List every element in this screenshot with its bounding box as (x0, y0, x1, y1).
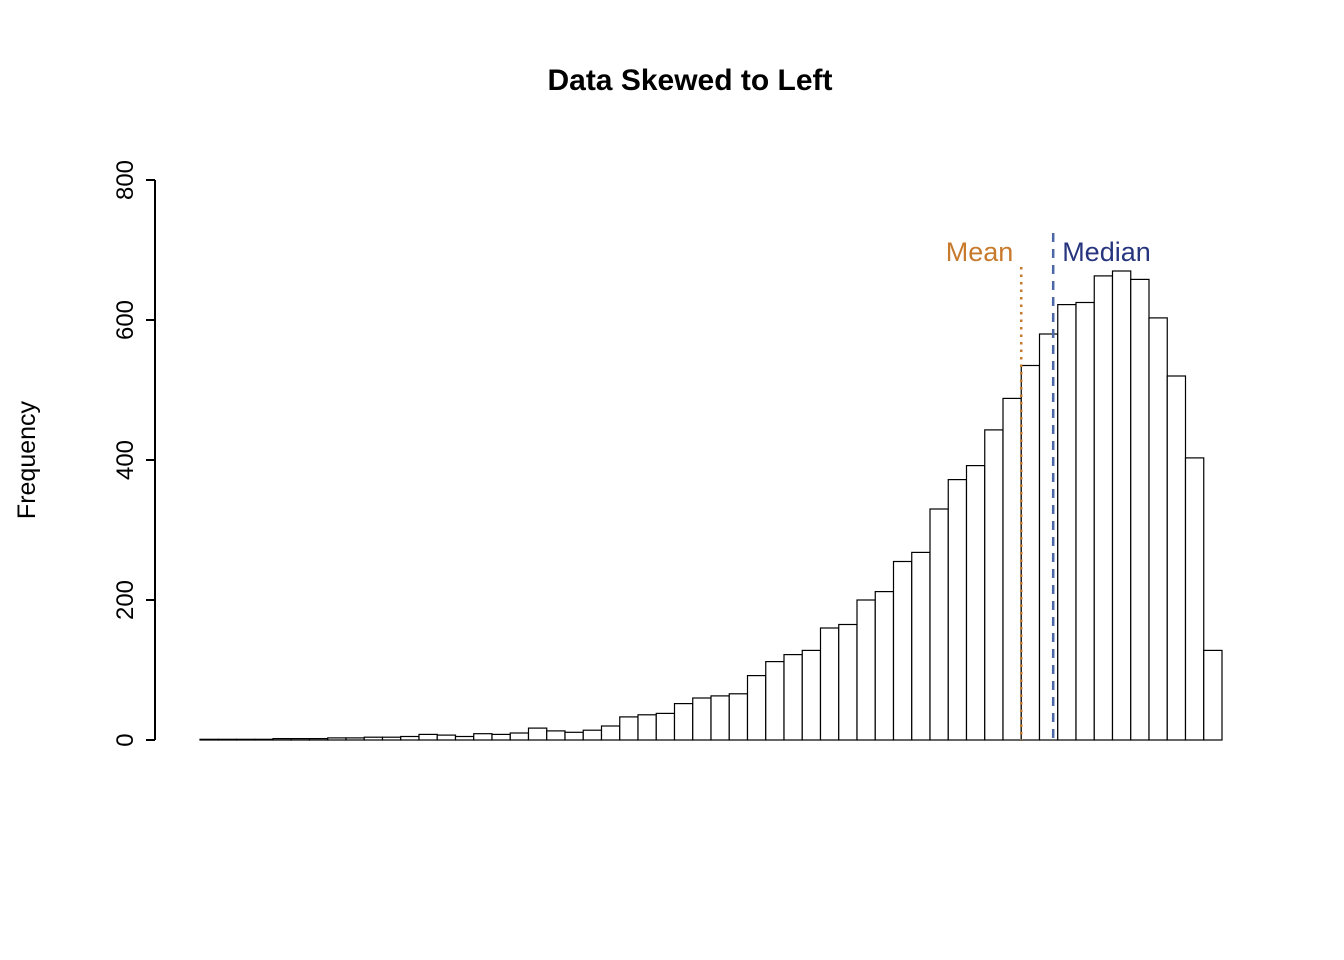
histogram-bar (965, 465, 986, 741)
histogram-bar (400, 735, 420, 741)
histogram-bar (619, 716, 639, 741)
histogram-bar (856, 599, 876, 741)
histogram-bars (199, 270, 1223, 741)
histogram-bar (235, 738, 256, 741)
histogram-bar (838, 623, 858, 741)
histogram-bar (874, 590, 895, 741)
histogram-bar (1148, 317, 1168, 741)
histogram-bar (345, 737, 365, 741)
histogram-bar (509, 732, 530, 741)
y-axis: 0 200 400 600 800 (112, 160, 156, 747)
histogram-bar (911, 551, 931, 741)
histogram-bar (765, 660, 785, 741)
histogram-bar (564, 731, 584, 741)
histogram-bar (728, 693, 749, 741)
histogram-bar (1130, 278, 1150, 741)
histogram-bar (1184, 457, 1205, 741)
histogram-bar (947, 479, 968, 741)
histogram-bar (473, 733, 493, 741)
mean-label: Mean (946, 237, 1014, 267)
histogram-bar (436, 734, 457, 741)
histogram-bar (217, 738, 238, 741)
histogram-bar (582, 729, 603, 741)
histogram-bar (418, 733, 438, 741)
histogram-bar (527, 727, 548, 741)
histogram-bar (783, 653, 803, 741)
histogram-bar (673, 702, 694, 741)
y-tick-label: 600 (112, 300, 139, 340)
histogram-bar (1038, 333, 1059, 741)
histogram-bar (1002, 397, 1022, 741)
histogram-bar (546, 730, 566, 741)
histogram-bar (984, 429, 1004, 741)
histogram-bar (746, 674, 767, 741)
histogram-bar (637, 714, 657, 741)
chart-title: Data Skewed to Left (547, 64, 832, 97)
histogram-bar (1075, 301, 1095, 741)
histogram-bar (363, 736, 384, 741)
histogram-bar (600, 725, 621, 741)
histogram-bar (308, 737, 329, 741)
histogram-bar (710, 695, 730, 741)
histogram-bar (692, 697, 712, 741)
histogram-bar (1203, 649, 1223, 741)
y-tick-label: 0 (112, 733, 139, 746)
histogram-bar (819, 627, 840, 741)
histogram-bar (1093, 275, 1114, 741)
histogram-bar (254, 738, 274, 741)
histogram-bar (381, 736, 402, 741)
histogram-bar (801, 649, 822, 741)
histogram-bar (1057, 304, 1077, 741)
histogram-bar (327, 737, 347, 741)
histogram-bar (272, 737, 292, 741)
histogram-bar (491, 733, 511, 741)
y-axis-label: Frequency (13, 400, 41, 519)
histogram-bar (199, 738, 219, 741)
mean-median-lines: Mean Median (946, 233, 1151, 740)
histogram-bar (1020, 364, 1041, 741)
y-tick-label: 400 (112, 440, 139, 480)
histogram-bar (290, 737, 311, 741)
histogram-bar (655, 712, 676, 741)
median-label: Median (1062, 237, 1151, 267)
y-tick-label: 800 (112, 160, 139, 200)
histogram-bar (1111, 270, 1132, 741)
histogram-bar (929, 508, 949, 741)
histogram-bar (454, 735, 475, 741)
histogram-bar (892, 560, 913, 741)
y-tick-label: 200 (112, 580, 139, 620)
histogram-bar (1166, 375, 1187, 741)
